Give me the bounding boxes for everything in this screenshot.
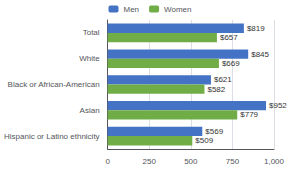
svg-text:Hispanic or Latino ethnicity: Hispanic or Latino ethnicity bbox=[4, 132, 100, 141]
svg-text:$657: $657 bbox=[220, 33, 238, 42]
svg-text:$582: $582 bbox=[207, 85, 225, 94]
svg-text:750: 750 bbox=[226, 157, 240, 166]
svg-text:Men: Men bbox=[124, 5, 140, 14]
svg-text:$952: $952 bbox=[269, 101, 287, 110]
svg-text:$569: $569 bbox=[205, 127, 223, 136]
svg-text:$819: $819 bbox=[247, 24, 265, 33]
svg-text:Women: Women bbox=[164, 5, 191, 14]
svg-text:500: 500 bbox=[184, 157, 198, 166]
svg-text:$779: $779 bbox=[240, 110, 258, 119]
svg-text:250: 250 bbox=[143, 157, 157, 166]
svg-text:1,000: 1,000 bbox=[264, 157, 285, 166]
svg-text:$845: $845 bbox=[251, 50, 269, 59]
svg-text:Asian: Asian bbox=[80, 106, 100, 115]
svg-text:$509: $509 bbox=[195, 136, 213, 145]
svg-text:White: White bbox=[79, 54, 100, 63]
svg-text:Black or African-American: Black or African-American bbox=[8, 80, 100, 89]
svg-text:$621: $621 bbox=[214, 75, 232, 84]
svg-text:Total: Total bbox=[83, 28, 100, 37]
svg-text:$669: $669 bbox=[222, 59, 240, 68]
svg-text:0: 0 bbox=[105, 157, 110, 166]
